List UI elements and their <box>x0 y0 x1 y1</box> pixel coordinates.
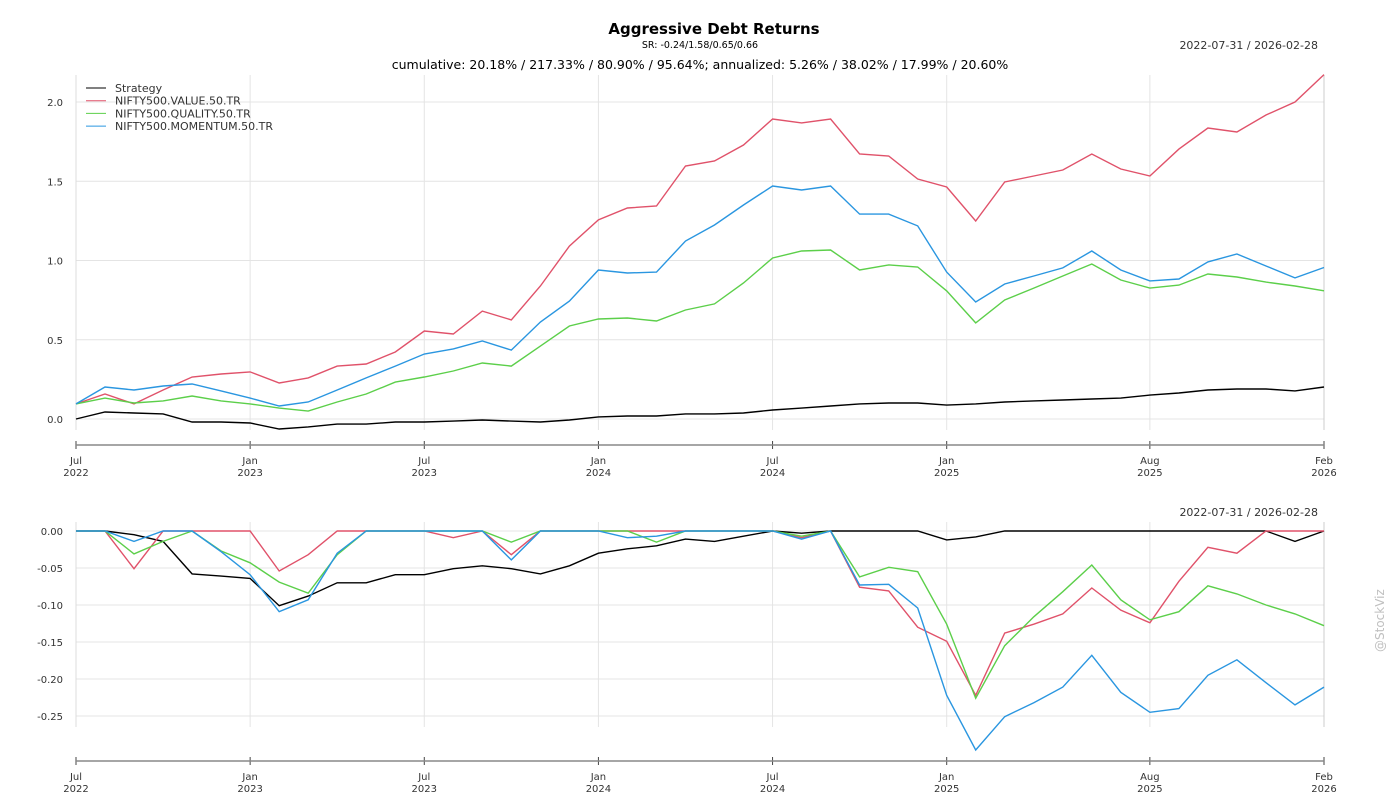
x-tick-label-month: Jan <box>590 456 606 467</box>
x-tick-label-year: 2026 <box>1311 468 1336 479</box>
sharpe-ratio-text: SR: -0.24/1.58/0.65/0.66 <box>642 40 758 51</box>
series-line-nifty500-momentum-50-tr <box>75 185 1325 407</box>
y-tick-label: -0.20 <box>37 675 63 686</box>
legend-label: NIFTY500.VALUE.50.TR <box>115 95 241 108</box>
x-tick-label-year: 2023 <box>237 784 262 795</box>
x-tick-label-year: 2025 <box>1137 468 1162 479</box>
y-tick-label: 0.5 <box>47 336 63 347</box>
x-tick-label-month: Jul <box>417 456 430 467</box>
y-tick-label: 1.5 <box>47 177 63 188</box>
x-tick-label-month: Feb <box>1315 456 1333 467</box>
y-tick-label: 1.0 <box>47 257 63 268</box>
series-line-strategy <box>75 386 1325 430</box>
x-tick-label-month: Jan <box>938 456 954 467</box>
x-tick-label-year: 2025 <box>934 784 959 795</box>
x-tick-label-year: 2024 <box>760 784 785 795</box>
x-tick-label-year: 2022 <box>63 784 88 795</box>
top-date-range: 2022-07-31 / 2026-02-28 <box>1179 39 1318 52</box>
y-tick-label: 0.00 <box>41 527 63 538</box>
series-line-strategy <box>76 530 1325 607</box>
y-tick-label: -0.15 <box>37 638 63 649</box>
y-tick-label: -0.05 <box>37 564 63 575</box>
x-tick-label-year: 2024 <box>760 468 785 479</box>
chart-title: Aggressive Debt Returns <box>608 20 819 38</box>
legend-label: NIFTY500.MOMENTUM.50.TR <box>115 120 273 133</box>
x-tick-label-month: Jul <box>417 772 430 783</box>
x-tick-label-year: 2023 <box>412 784 437 795</box>
x-tick-label-month: Aug <box>1140 772 1160 783</box>
bottom-date-range: 2022-07-31 / 2026-02-28 <box>1179 506 1318 519</box>
series-line-nifty500-quality-50-tr <box>76 530 1325 700</box>
y-tick-label: -0.25 <box>37 712 63 723</box>
x-tick-label-year: 2022 <box>63 468 88 479</box>
x-tick-label-month: Jan <box>241 456 257 467</box>
x-tick-label-year: 2023 <box>412 468 437 479</box>
series-line-nifty500-value-50-tr <box>76 530 1324 697</box>
x-tick-label-month: Jan <box>590 772 606 783</box>
x-tick-label-year: 2024 <box>586 784 611 795</box>
x-tick-label-year: 2025 <box>1137 784 1162 795</box>
cumulative-returns-panel: 0.00.51.01.52.0Jul2022Jan2023Jul2023Jan2… <box>47 74 1337 479</box>
x-tick-label-month: Jul <box>766 772 779 783</box>
y-tick-label: 0.0 <box>47 415 63 426</box>
x-tick-label-month: Feb <box>1315 772 1333 783</box>
x-tick-label-year: 2025 <box>934 468 959 479</box>
x-tick-label-month: Jan <box>938 772 954 783</box>
x-tick-label-month: Jul <box>766 456 779 467</box>
series-line-nifty500-value-50-tr <box>75 74 1325 405</box>
legend-label: Strategy <box>115 82 163 95</box>
x-tick-label-year: 2026 <box>1311 784 1336 795</box>
watermark: @StockViz <box>1373 589 1387 652</box>
x-tick-label-year: 2024 <box>586 468 611 479</box>
y-tick-label: -0.10 <box>37 601 63 612</box>
x-tick-label-year: 2023 <box>237 468 262 479</box>
series-line-nifty500-quality-50-tr <box>75 249 1325 412</box>
x-tick-label-month: Aug <box>1140 456 1160 467</box>
legend: StrategyNIFTY500.VALUE.50.TRNIFTY500.QUA… <box>86 82 273 133</box>
x-tick-label-month: Jul <box>69 772 82 783</box>
series-line-nifty500-momentum-50-tr <box>76 530 1325 752</box>
drawdown-panel: 0.00-0.05-0.10-0.15-0.20-0.25Jul2022Jan2… <box>37 522 1337 795</box>
x-tick-label-month: Jul <box>69 456 82 467</box>
chart-subtitle: cumulative: 20.18% / 217.33% / 80.90% / … <box>392 57 1009 72</box>
y-tick-label: 2.0 <box>47 98 63 109</box>
x-tick-label-month: Jan <box>241 772 257 783</box>
legend-label: NIFTY500.QUALITY.50.TR <box>115 107 251 120</box>
